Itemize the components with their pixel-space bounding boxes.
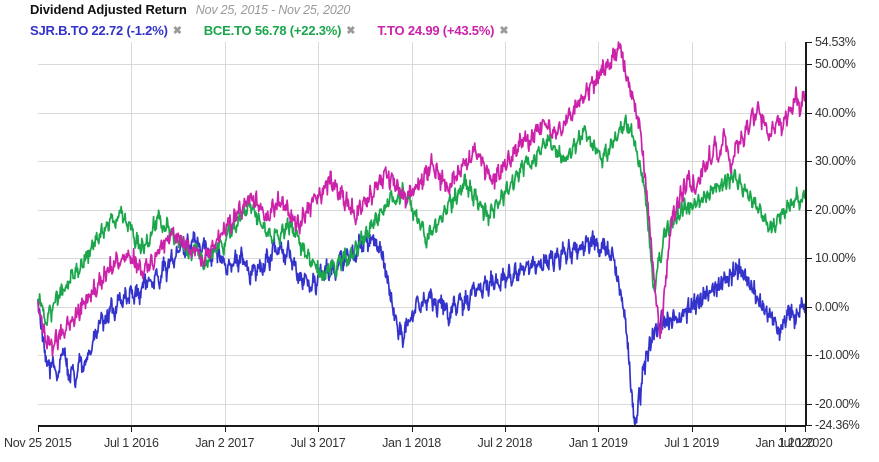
x-axis-label: Jan 2 2017 — [195, 436, 255, 450]
series-line-t-to — [37, 41, 806, 357]
x-axis-label: Jul 1 2019 — [664, 436, 719, 450]
y-axis-label: 30.00% — [815, 154, 856, 169]
y-axis-tick — [806, 112, 812, 114]
y-axis-label: 0.00% — [815, 299, 849, 314]
y-axis-label: 10.00% — [815, 251, 856, 266]
x-axis-label: Jul 3 2017 — [290, 436, 346, 450]
gridline-horizontal — [38, 355, 805, 356]
x-axis-label: Jan 1 2019 — [568, 436, 628, 450]
gridline-horizontal — [38, 210, 805, 211]
x-axis-tick — [784, 426, 786, 432]
legend-item-label: T.TO 24.99 (+43.5%) — [377, 23, 495, 38]
x-axis-label: Jul 1 2020 — [777, 436, 833, 450]
legend-item-label: SJR.B.TO 22.72 (-1.2%) — [30, 23, 168, 38]
gridline-vertical — [412, 42, 413, 425]
legend-item-sjr-b-to[interactable]: SJR.B.TO 22.72 (-1.2%) ✖ — [30, 23, 182, 38]
y-axis-tick — [806, 63, 812, 65]
x-axis-tick — [318, 426, 320, 432]
x-axis-label: Jul 1 2016 — [104, 436, 159, 450]
y-axis-label: -20.00% — [815, 396, 860, 411]
gridline-vertical — [598, 42, 599, 425]
series-lines — [37, 41, 806, 426]
gridline-horizontal — [38, 113, 805, 114]
gridline-vertical — [318, 42, 319, 425]
y-axis-tick — [806, 209, 812, 211]
gridline-vertical — [505, 42, 506, 425]
legend-item-label: BCE.TO 56.78 (+22.3%) — [203, 23, 342, 38]
x-axis-label: Jan 1 2020 — [755, 436, 815, 450]
gridline-horizontal — [38, 258, 805, 259]
y-axis-label: 20.00% — [815, 202, 856, 217]
plot-area — [37, 41, 806, 426]
y-axis-label: 54.53% — [815, 35, 856, 49]
y-axis-tick — [806, 403, 812, 405]
legend-item-bce-to[interactable]: BCE.TO 56.78 (+22.3%) ✖ — [204, 23, 356, 38]
x-axis-tick — [411, 426, 413, 432]
y-axis-tick — [806, 425, 812, 426]
legend: SJR.B.TO 22.72 (-1.2%) ✖ BCE.TO 56.78 (+22… — [30, 22, 530, 40]
x-axis-tick — [504, 426, 506, 432]
x-axis-line — [38, 425, 806, 427]
y-axis-label: 50.00% — [815, 56, 856, 71]
legend-remove-icon[interactable]: ✖ — [499, 25, 509, 37]
y-axis-tick — [806, 42, 812, 43]
plot-background — [38, 42, 805, 425]
gridline-vertical — [785, 42, 786, 425]
x-axis-tick — [805, 426, 806, 432]
series-line-bce-to — [37, 114, 806, 327]
legend-remove-icon[interactable]: ✖ — [172, 25, 182, 37]
y-axis-tick — [806, 355, 812, 357]
legend-remove-icon[interactable]: ✖ — [346, 25, 356, 37]
x-axis-tick — [691, 426, 693, 432]
x-axis-tick — [131, 426, 133, 432]
x-axis-label: Jul 2 2018 — [477, 436, 533, 450]
gridline-horizontal — [38, 161, 805, 162]
y-axis-line — [805, 42, 807, 426]
gridline-horizontal — [38, 64, 805, 65]
gridline-vertical — [131, 42, 132, 425]
y-axis-label: -10.00% — [815, 348, 860, 363]
y-axis-label: -24.36% — [815, 418, 860, 432]
date-range-label: Nov 25, 2015 - Nov 25, 2020 — [195, 3, 351, 17]
y-axis-tick — [806, 161, 812, 163]
page-title: Dividend Adjusted Return — [30, 2, 187, 17]
x-axis-tick — [38, 426, 39, 432]
x-axis-tick — [598, 426, 600, 432]
gridline-vertical — [692, 42, 693, 425]
gridline-horizontal — [38, 404, 805, 405]
legend-item-t-to[interactable]: T.TO 24.99 (+43.5%) ✖ — [377, 23, 508, 38]
chart-header: Dividend Adjusted Return Nov 25, 2015 - … — [30, 2, 350, 17]
y-axis-label: 40.00% — [815, 105, 856, 120]
x-axis-label: Nov 25 2015 — [4, 436, 72, 450]
x-axis-tick — [224, 426, 226, 432]
y-axis-tick — [806, 306, 812, 308]
y-axis-tick — [806, 258, 812, 260]
x-axis-label: Jan 1 2018 — [382, 436, 441, 450]
series-line-sjr-b-to — [37, 230, 806, 426]
